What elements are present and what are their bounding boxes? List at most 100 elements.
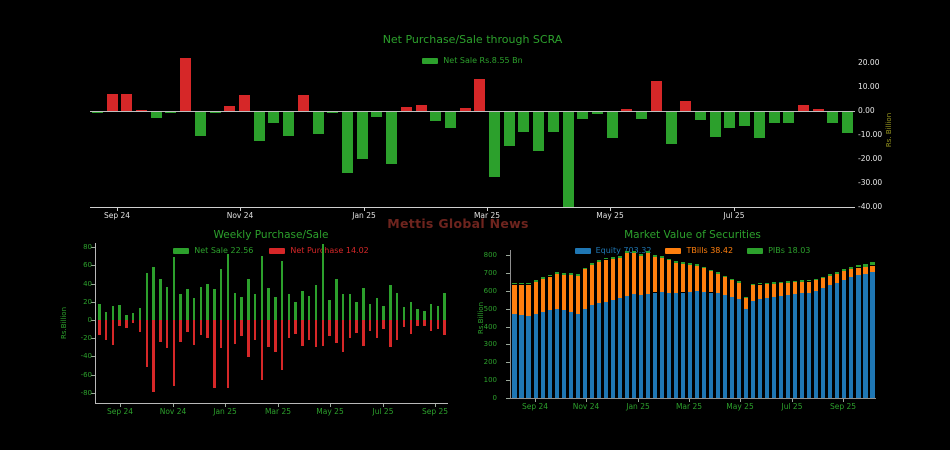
bar: [638, 295, 643, 398]
bar: [125, 314, 128, 320]
bar: [783, 112, 794, 123]
bar: [638, 254, 643, 256]
bar: [547, 276, 552, 311]
bar: [533, 281, 538, 314]
y-tick-label: -60: [80, 371, 92, 379]
bar: [138, 320, 142, 332]
x-tick-label: Jul 25: [372, 407, 394, 416]
x-tick-label: Sep 24: [106, 407, 134, 416]
bar: [687, 291, 693, 398]
y-tick-label: 0.00: [858, 106, 875, 115]
market-value-y-axis-title: Rs.Billion: [477, 301, 485, 335]
bar: [765, 284, 770, 298]
bar: [540, 277, 545, 280]
bar: [582, 308, 587, 398]
bar: [512, 314, 517, 398]
bar: [192, 298, 196, 320]
bar: [631, 253, 636, 295]
bar: [821, 288, 826, 398]
bar: [118, 304, 121, 320]
bar: [603, 259, 608, 302]
y-tick-label: 0: [87, 316, 92, 324]
bar: [751, 285, 756, 301]
bar: [751, 284, 756, 286]
bar: [724, 112, 735, 128]
bar: [666, 112, 677, 144]
bar: [624, 251, 629, 254]
bar: [283, 112, 294, 136]
bar: [111, 320, 115, 345]
bar: [798, 105, 809, 111]
bar: [673, 261, 679, 264]
bar: [786, 295, 791, 398]
bar: [533, 112, 544, 151]
bar: [436, 306, 440, 320]
bar: [708, 292, 714, 398]
bar: [821, 278, 826, 288]
bar: [651, 81, 662, 111]
equity-label: Equity 703.32: [595, 246, 652, 255]
bar: [409, 320, 413, 334]
y-tick-label: -40: [80, 352, 92, 360]
y-tick-label: 500: [483, 305, 497, 313]
bar: [814, 290, 819, 398]
bar: [548, 112, 559, 132]
bar: [849, 277, 854, 398]
bar: [645, 253, 650, 295]
bar: [159, 320, 162, 342]
y-tick-mark: [506, 309, 510, 310]
bar: [151, 112, 162, 118]
y-tick-label: 60: [83, 261, 92, 269]
bar: [443, 320, 446, 335]
bar: [744, 308, 749, 398]
bar: [195, 112, 206, 136]
bar: [165, 320, 169, 349]
bar: [199, 320, 203, 335]
bar: [267, 320, 270, 348]
bar: [842, 271, 847, 280]
bar: [870, 265, 875, 273]
bar: [224, 106, 235, 111]
bar: [772, 282, 777, 284]
bar: [179, 294, 182, 320]
scra-legend: Net Sale Rs.8.55 Bn: [90, 57, 855, 65]
x-tick-label: May 25: [316, 407, 344, 416]
bar: [716, 273, 721, 294]
bar: [107, 94, 118, 111]
bar: [849, 266, 854, 270]
bar: [636, 112, 647, 119]
bar: [547, 310, 552, 398]
y-tick-mark: [91, 265, 95, 266]
bar: [213, 320, 216, 388]
x-tick-mark: [586, 399, 587, 402]
weekly-legend-item-net-purchase: Net Purchase 14.02: [269, 247, 369, 255]
bar: [610, 258, 615, 300]
bar: [348, 320, 352, 339]
bar: [617, 257, 622, 298]
bar: [589, 305, 594, 398]
bar: [341, 294, 345, 320]
bar: [362, 288, 365, 320]
bar: [327, 112, 338, 113]
bar: [357, 112, 368, 159]
bar: [701, 268, 707, 292]
bar: [568, 272, 573, 275]
weekly-net-purchase-swatch: [269, 248, 286, 254]
bar: [835, 282, 840, 398]
x-tick-mark: [364, 208, 365, 211]
x-tick-mark: [740, 399, 741, 402]
x-tick-label: Mar 25: [473, 211, 501, 220]
bar: [382, 320, 385, 330]
legend-item-equity: Equity 703.32: [574, 246, 652, 255]
bar: [596, 262, 601, 304]
bar: [533, 280, 538, 282]
y-tick-label: 100: [483, 376, 497, 384]
net-sale-legend-swatch: [422, 58, 439, 64]
weekly-legend-item-net-sale: Net Sale 22.56: [173, 247, 253, 255]
bar: [301, 320, 304, 346]
bar: [842, 280, 847, 398]
bar: [695, 112, 706, 120]
bar: [751, 300, 756, 398]
y-tick-mark: [506, 291, 510, 292]
bar: [355, 301, 358, 320]
